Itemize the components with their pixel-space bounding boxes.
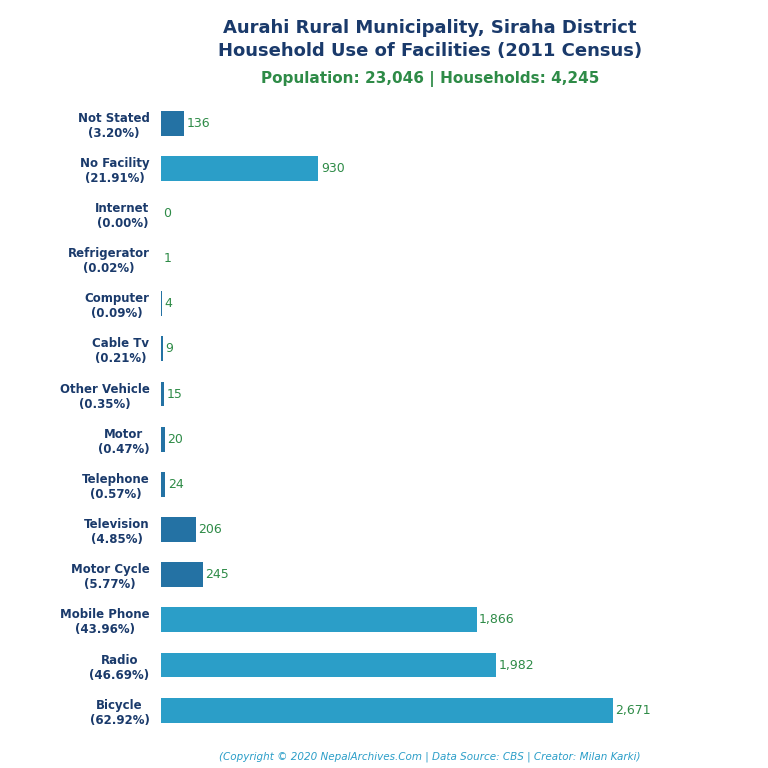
Bar xyxy=(161,111,184,135)
Bar xyxy=(161,427,164,452)
Text: 20: 20 xyxy=(167,432,183,445)
Text: 136: 136 xyxy=(187,117,210,130)
Text: 930: 930 xyxy=(321,162,345,175)
Text: Aurahi Rural Municipality, Siraha District: Aurahi Rural Municipality, Siraha Distri… xyxy=(223,19,637,37)
Text: 1,866: 1,866 xyxy=(479,614,515,627)
Text: 2,671: 2,671 xyxy=(615,703,650,717)
Bar xyxy=(161,382,164,406)
Bar xyxy=(161,517,196,542)
Bar xyxy=(161,698,613,723)
Text: 24: 24 xyxy=(168,478,184,491)
Text: 245: 245 xyxy=(205,568,229,581)
Bar xyxy=(161,336,163,361)
Text: Household Use of Facilities (2011 Census): Household Use of Facilities (2011 Census… xyxy=(218,42,642,60)
Text: (Copyright © 2020 NepalArchives.Com | Data Source: CBS | Creator: Milan Karki): (Copyright © 2020 NepalArchives.Com | Da… xyxy=(220,751,641,762)
Bar xyxy=(161,607,477,632)
Bar xyxy=(161,472,165,497)
Text: Population: 23,046 | Households: 4,245: Population: 23,046 | Households: 4,245 xyxy=(261,71,599,87)
Text: 1: 1 xyxy=(164,252,172,265)
Bar xyxy=(161,562,203,587)
Bar xyxy=(161,156,319,180)
Text: 1,982: 1,982 xyxy=(498,658,535,671)
Text: 15: 15 xyxy=(167,388,182,401)
Text: 9: 9 xyxy=(165,343,174,356)
Text: 4: 4 xyxy=(164,297,172,310)
Bar xyxy=(161,653,496,677)
Text: 0: 0 xyxy=(163,207,170,220)
Text: 206: 206 xyxy=(199,523,223,536)
